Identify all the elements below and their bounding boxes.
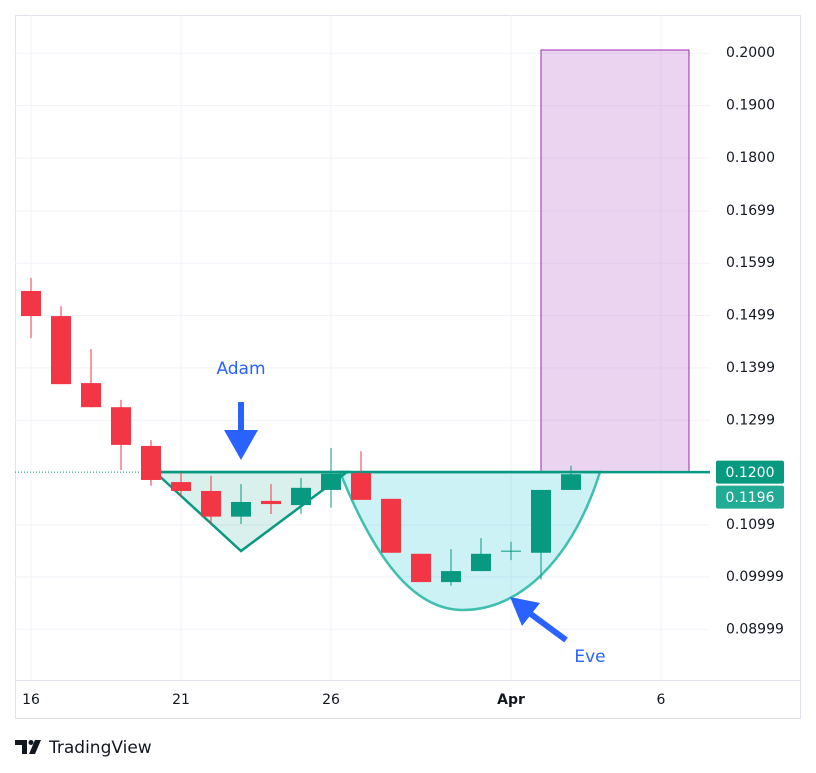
y-tick-label: 0.1399 [726,360,775,376]
y-tick-label: 0.1099 [726,517,775,533]
x-tick-label: 21 [172,692,190,708]
candle-body [231,501,251,517]
annotation-adam: Adam [216,359,265,379]
x-tick-label: 16 [22,692,40,708]
candle-body [81,383,101,408]
logo-icon [15,740,41,754]
candle-body [381,498,401,553]
price-badge-label: 0.1200 [726,465,775,481]
logo-dot [28,740,34,745]
candle-body [291,487,311,506]
price-badge [716,460,784,484]
candle-body [501,550,521,552]
y-tick-label: 0.1699 [726,203,775,219]
grid [15,15,710,680]
y-tick-label: 0.1900 [726,98,775,114]
candle-body [561,474,581,490]
y-tick-label: 0.1800 [726,150,775,166]
y-tick-label: 0.1299 [726,412,775,428]
candle-body [531,489,551,553]
y-tick-label: 0.1599 [726,255,775,271]
candle-body [261,500,281,505]
eve-arrow-head [510,597,540,626]
candle-body [51,316,71,385]
adam-arrow-head [224,430,258,460]
x-tick-label: 26 [322,692,340,708]
candle-body [141,445,161,480]
price-badge [716,485,784,509]
candle-body [411,553,431,583]
logo: TradingView [15,738,152,758]
target-box [540,49,690,473]
chart-frame [15,15,801,719]
y-tick-label: 0.2000 [726,45,775,61]
annotation-eve: Eve [574,647,605,667]
price-badge-label: 0.1196 [726,490,775,506]
brand: TradingView [48,738,152,758]
candle-body [471,553,491,572]
candle-body [201,490,221,517]
eve-arrow [526,609,568,643]
y-tick-label: 0.08999 [726,621,784,637]
x-tick-label: Apr [497,692,525,708]
marks [15,277,710,586]
candle-body [21,290,41,317]
candle-body [441,571,461,583]
x-tick-label: 6 [657,692,666,708]
y-tick-label: 0.1499 [726,308,775,324]
y-tick-label: 0.09999 [726,569,784,585]
candle-body [351,473,371,500]
candle-body [171,482,191,491]
candle-body [111,407,131,445]
candle-body [321,473,341,490]
